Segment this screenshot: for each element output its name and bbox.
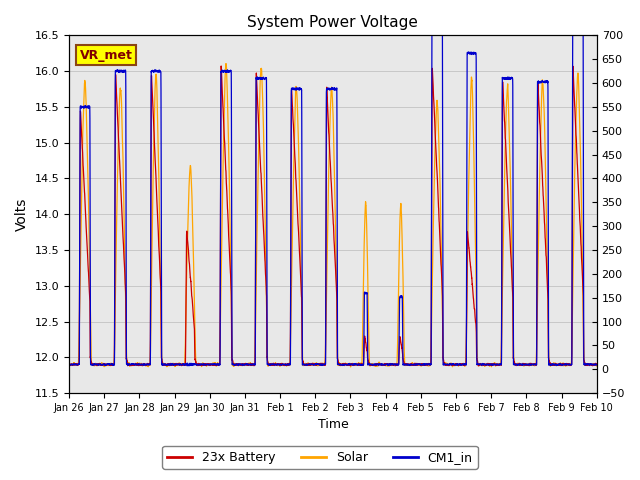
Y-axis label: Volts: Volts: [15, 198, 29, 231]
Text: VR_met: VR_met: [79, 48, 132, 61]
Title: System Power Voltage: System Power Voltage: [248, 15, 419, 30]
Legend: 23x Battery, Solar, CM1_in: 23x Battery, Solar, CM1_in: [163, 446, 477, 469]
X-axis label: Time: Time: [317, 419, 348, 432]
